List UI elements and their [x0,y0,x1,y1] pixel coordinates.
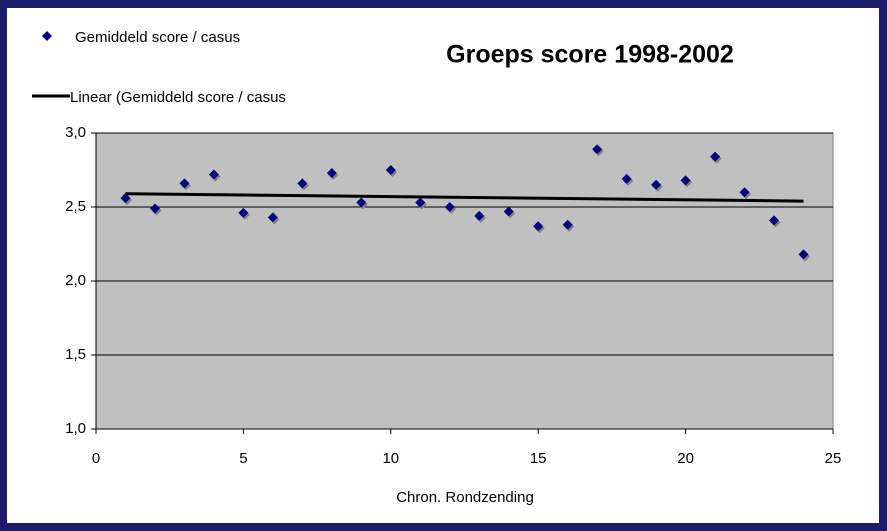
trend-line [125,192,804,203]
x-tick-label: 5 [239,450,247,467]
data-point [326,167,337,178]
data-point [267,212,278,223]
y-tick-label: 2,0 [65,272,86,289]
data-point [769,215,780,226]
data-point [680,175,691,186]
data-point [474,210,485,221]
data-point [739,187,750,198]
x-axis-label: Chron. Rondzending [396,489,534,506]
x-tick-label: 0 [92,450,100,467]
x-tick-label: 20 [677,450,694,467]
data-point [444,202,455,212]
data-point [356,197,367,208]
data-point [179,178,190,189]
data-point [297,178,308,189]
data-point [533,221,544,232]
data-point [208,169,219,180]
data-point [385,165,396,175]
y-tick-label: 3,0 [65,124,86,141]
legend-marker [42,31,52,41]
data-point [621,173,632,184]
legend-label: Linear (Gemiddeld score / casus [70,89,286,106]
data-point [592,144,603,155]
data-point [238,207,249,218]
y-tick-label: 2,5 [65,198,86,215]
data-point [798,249,809,260]
data-point [651,179,662,190]
data-point [120,193,131,204]
chart-title: Groeps score 1998-2002 [446,41,734,69]
y-tick-label: 1,5 [65,346,86,363]
data-point [149,203,160,214]
data-point [415,197,426,208]
x-tick-label: 15 [530,450,547,467]
data-point [710,151,721,162]
y-tick-label: 1,0 [65,420,86,437]
legend-label: Gemiddeld score / casus [75,29,240,46]
data-point [562,219,573,230]
x-tick-label: 25 [825,450,842,467]
x-tick-label: 10 [382,450,399,467]
data-point [503,206,514,217]
